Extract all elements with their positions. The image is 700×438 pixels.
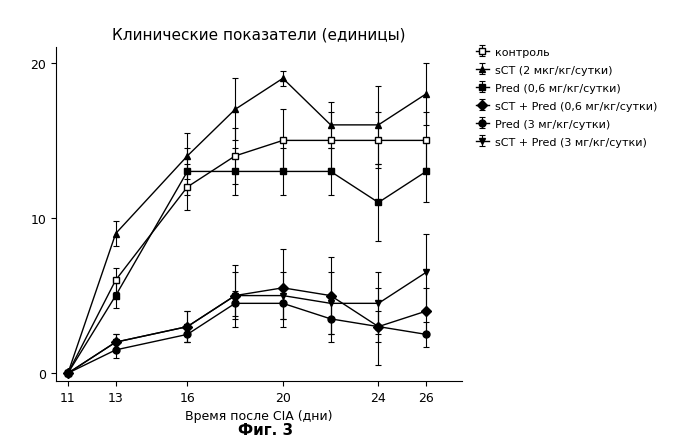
X-axis label: Время после CIA (дни): Время после CIA (дни) bbox=[186, 409, 332, 422]
Title: Клинические показатели (единицы): Клинические показатели (единицы) bbox=[112, 28, 406, 43]
Legend: контроль, sCT (2 мкг/кг/сутки), Pred (0,6 мг/кг/сутки), sCT + Pred (0,6 мг/кг/су: контроль, sCT (2 мкг/кг/сутки), Pred (0,… bbox=[476, 47, 657, 148]
Text: Фиг. 3: Фиг. 3 bbox=[239, 422, 293, 437]
